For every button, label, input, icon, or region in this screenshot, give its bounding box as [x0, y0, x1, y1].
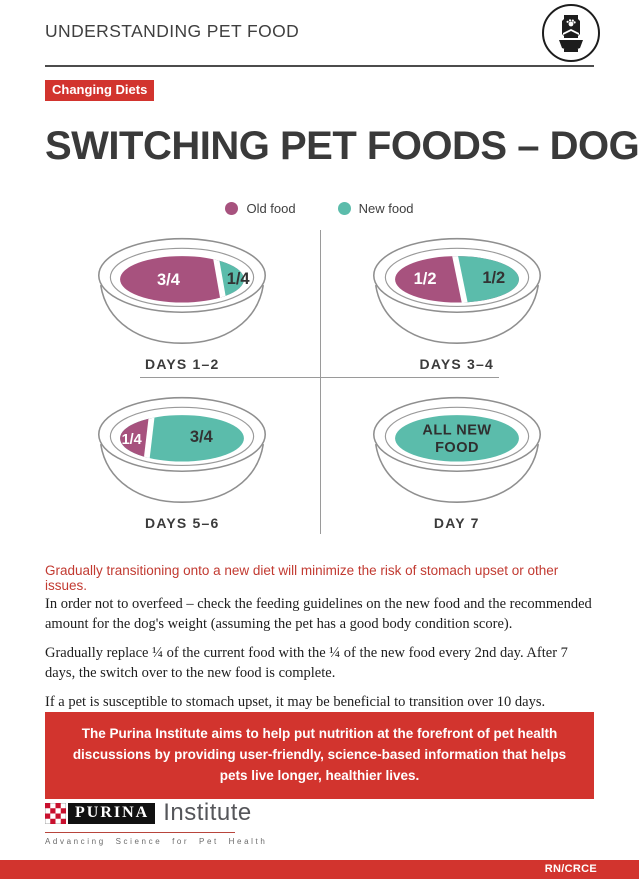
portion-label-old: 1/4 — [122, 432, 142, 448]
brand-tagline: Advancing Science for Pet Health — [45, 837, 268, 846]
legend: Old food New food — [0, 201, 639, 216]
body-copy: In order not to overfeed – check the fee… — [45, 594, 597, 721]
portion-label-new: 1/4 — [227, 270, 251, 288]
pet-food-bag-and-bowl-icon — [542, 4, 600, 62]
new-food-dot-icon — [337, 202, 351, 215]
grid-horizontal-divider — [140, 377, 499, 378]
portion-label-all-new-line1: ALL NEW — [422, 422, 491, 438]
purina-institute-callout: The Purina Institute aims to help put nu… — [45, 712, 594, 799]
bowl-days-3-4: 1/2 1/2 DAYS 3–4 — [320, 224, 595, 383]
portion-label-new: 1/2 — [482, 269, 505, 287]
paragraph: In order not to overfeed – check the fee… — [45, 596, 592, 632]
page-title: SWITCHING PET FOODS – DOGS — [45, 124, 639, 168]
brand-rule — [45, 832, 235, 833]
institute-wordmark: Institute — [163, 799, 252, 826]
document-code: RN/CRCE — [544, 863, 597, 875]
grid-vertical-divider — [319, 230, 321, 534]
paragraph: Gradually replace ¼ of the current food … — [45, 645, 568, 681]
bowl-day-7: ALL NEW FOOD DAY 7 — [320, 383, 595, 542]
portion-label-all-new-line2: FOOD — [435, 440, 479, 456]
portion-label-old: 3/4 — [157, 271, 181, 289]
purina-institute-logo: PURINA Institute Advancing Science for P… — [45, 799, 267, 846]
portion-label-old: 1/2 — [413, 270, 436, 288]
legend-item-old-food: Old food — [225, 201, 296, 216]
section-badge: Changing Diets — [45, 80, 155, 101]
purina-wordmark: PURINA — [68, 802, 156, 824]
paragraph: If a pet is susceptible to stomach upset… — [45, 694, 546, 710]
old-food-dot-icon — [225, 202, 239, 215]
bowl-diagram-grid: 3/4 1/4 DAYS 1–2 1/2 1/2 DAYS 3–4 — [45, 224, 594, 542]
legend-label: Old food — [246, 201, 296, 216]
legend-item-new-food: New food — [337, 201, 414, 216]
bowl-caption: DAYS 3–4 — [419, 356, 494, 372]
bowl-caption: DAYS 1–2 — [145, 356, 220, 372]
header-divider — [45, 65, 594, 67]
legend-label: New food — [358, 201, 414, 216]
bowl-caption: DAYS 5–6 — [145, 515, 220, 531]
doc-header-title: UNDERSTANDING PET FOOD — [45, 21, 300, 41]
purina-checkerboard-icon — [45, 802, 66, 824]
lead-sentence: Gradually transitioning onto a new diet … — [45, 563, 559, 593]
footer-strip: RN/CRCE — [0, 860, 639, 879]
portion-label-new: 3/4 — [190, 428, 214, 446]
bowl-days-5-6: 1/4 3/4 DAYS 5–6 — [45, 383, 320, 542]
bowl-days-1-2: 3/4 1/4 DAYS 1–2 — [45, 224, 320, 383]
bowl-caption: DAY 7 — [433, 515, 480, 531]
